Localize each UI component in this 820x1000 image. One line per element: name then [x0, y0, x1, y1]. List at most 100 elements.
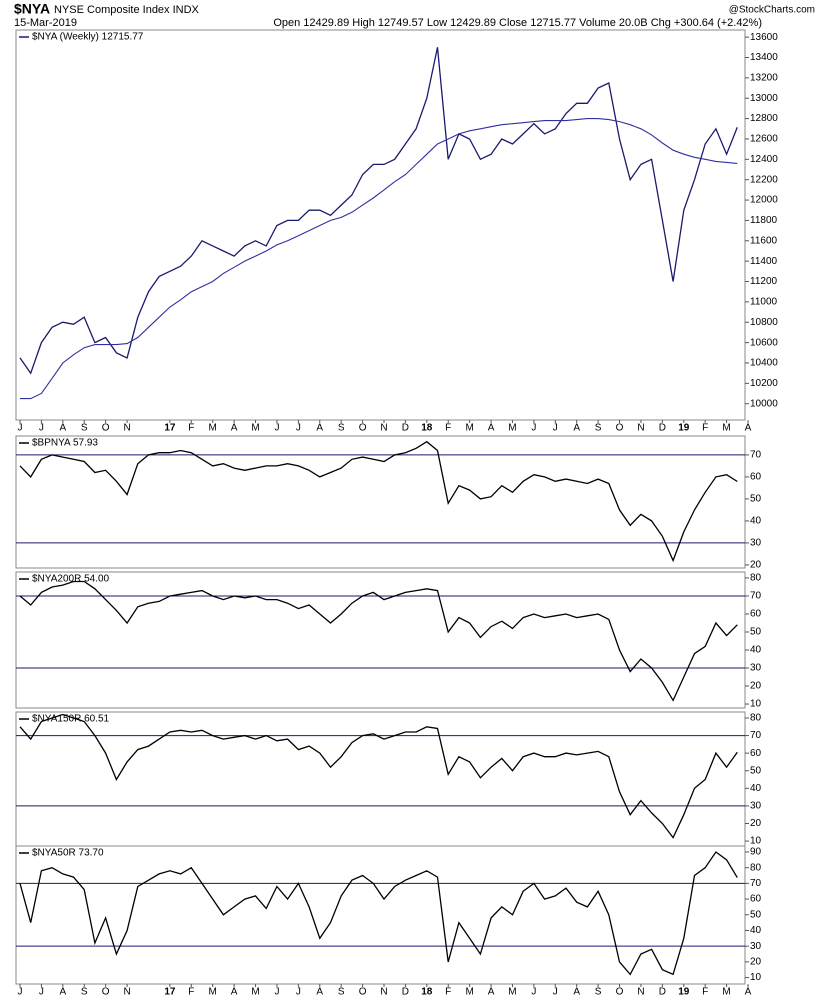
x-tick-label: O: [616, 987, 624, 998]
x-tick-label: N: [380, 987, 387, 998]
x-tick-label: A: [745, 987, 752, 998]
x-tick-label: F: [445, 987, 451, 998]
y-tick-label: 13600: [750, 32, 778, 43]
y-tick-label: 70: [750, 878, 762, 889]
y-tick-label: 12400: [750, 154, 778, 165]
y-tick-label: 70: [750, 450, 762, 461]
x-tick-label: J: [18, 423, 23, 434]
y-tick-label: 40: [750, 925, 762, 936]
x-tick-label: A: [316, 987, 323, 998]
y-tick-label: 60: [750, 609, 762, 620]
x-tick-label: A: [573, 987, 580, 998]
series-line: [19, 713, 738, 839]
y-tick-label: 80: [750, 862, 762, 873]
date: 15-Mar-2019: [14, 17, 77, 29]
y-tick-label: 10000: [750, 398, 778, 409]
legend-label: $NYA200R 54.00: [32, 574, 110, 585]
panel-frame: [15, 435, 746, 569]
x-tick-label: F: [702, 423, 708, 434]
x-tick-label: S: [338, 423, 345, 434]
x-tick-label: A: [59, 987, 66, 998]
y-tick-label: 80: [750, 713, 762, 724]
x-tick-label: M: [209, 423, 217, 434]
x-tick-label: A: [231, 423, 238, 434]
x-tick-label: N: [637, 423, 644, 434]
legend-label: $BPNYA 57.93: [32, 438, 98, 449]
x-tick-label: O: [102, 987, 110, 998]
x-tick-label: 18: [421, 423, 433, 434]
series-line: [19, 47, 738, 375]
credit: @StockCharts.com: [729, 5, 815, 16]
y-tick-label: 11000: [750, 297, 778, 308]
x-tick-label: J: [274, 987, 279, 998]
x-tick-label: F: [188, 423, 194, 434]
y-tick-label: 30: [750, 801, 762, 812]
x-tick-label: M: [209, 987, 217, 998]
x-tick-label: D: [659, 987, 666, 998]
x-tick-label: D: [402, 423, 409, 434]
x-tick-label: J: [39, 987, 44, 998]
series-line: [19, 851, 738, 976]
x-tick-label: S: [81, 987, 88, 998]
x-tick-label: A: [231, 987, 238, 998]
x-tick-label: J: [274, 423, 279, 434]
legend-label: $NYA (Weekly) 12715.77: [32, 32, 144, 43]
y-tick-label: 40: [750, 516, 762, 527]
x-tick-label: N: [123, 423, 130, 434]
x-tick-label: A: [488, 987, 495, 998]
y-tick-label: 12000: [750, 195, 778, 206]
y-tick-label: 13400: [750, 52, 778, 63]
y-tick-label: 50: [750, 627, 762, 638]
y-tick-label: 13200: [750, 72, 778, 83]
x-tick-label: J: [531, 423, 536, 434]
y-tick-label: 12200: [750, 174, 778, 185]
symbol: $NYA: [14, 1, 50, 17]
y-tick-label: 11800: [750, 215, 778, 226]
y-tick-label: 20: [750, 957, 762, 968]
legend-label: $NYA50R 73.70: [32, 848, 104, 859]
x-tick-label: S: [338, 987, 345, 998]
x-tick-label: F: [188, 987, 194, 998]
y-tick-label: 50: [750, 765, 762, 776]
x-tick-label: A: [573, 423, 580, 434]
x-tick-label: A: [316, 423, 323, 434]
x-tick-label: J: [296, 423, 301, 434]
y-tick-label: 12800: [750, 113, 778, 124]
y-tick-label: 10800: [750, 317, 778, 328]
x-tick-label: M: [465, 987, 473, 998]
y-tick-label: 10600: [750, 337, 778, 348]
y-tick-label: 70: [750, 591, 762, 602]
y-tick-label: 10200: [750, 378, 778, 389]
y-tick-label: 10: [750, 699, 762, 710]
y-tick-label: 10: [750, 972, 762, 983]
x-tick-label: J: [18, 987, 23, 998]
x-tick-label: M: [508, 423, 516, 434]
y-tick-label: 12600: [750, 134, 778, 145]
x-tick-label: A: [59, 423, 66, 434]
y-tick-label: 40: [750, 645, 762, 656]
quote: Open 12429.89 High 12749.57 Low 12429.89…: [273, 17, 762, 29]
y-tick-label: 50: [750, 494, 762, 505]
x-tick-label: O: [102, 423, 110, 434]
x-tick-label: 17: [164, 987, 176, 998]
x-tick-label: N: [123, 987, 130, 998]
x-tick-label: A: [488, 423, 495, 434]
x-tick-label: J: [553, 987, 558, 998]
x-tick-label: 17: [164, 423, 176, 434]
x-tick-label: M: [465, 423, 473, 434]
x-tick-label: M: [722, 423, 730, 434]
y-tick-label: 20: [750, 818, 762, 829]
y-tick-label: 11600: [750, 235, 778, 246]
x-tick-label: M: [251, 423, 259, 434]
x-tick-label: J: [39, 423, 44, 434]
x-tick-label: D: [659, 423, 666, 434]
x-tick-label: 19: [678, 423, 690, 434]
y-tick-label: 70: [750, 730, 762, 741]
y-tick-label: 60: [750, 472, 762, 483]
x-tick-label: F: [445, 423, 451, 434]
x-tick-label: M: [508, 987, 516, 998]
y-tick-label: 90: [750, 847, 762, 858]
legend-label: $NYA150R 60.51: [32, 714, 110, 725]
x-tick-label: A: [745, 423, 752, 434]
